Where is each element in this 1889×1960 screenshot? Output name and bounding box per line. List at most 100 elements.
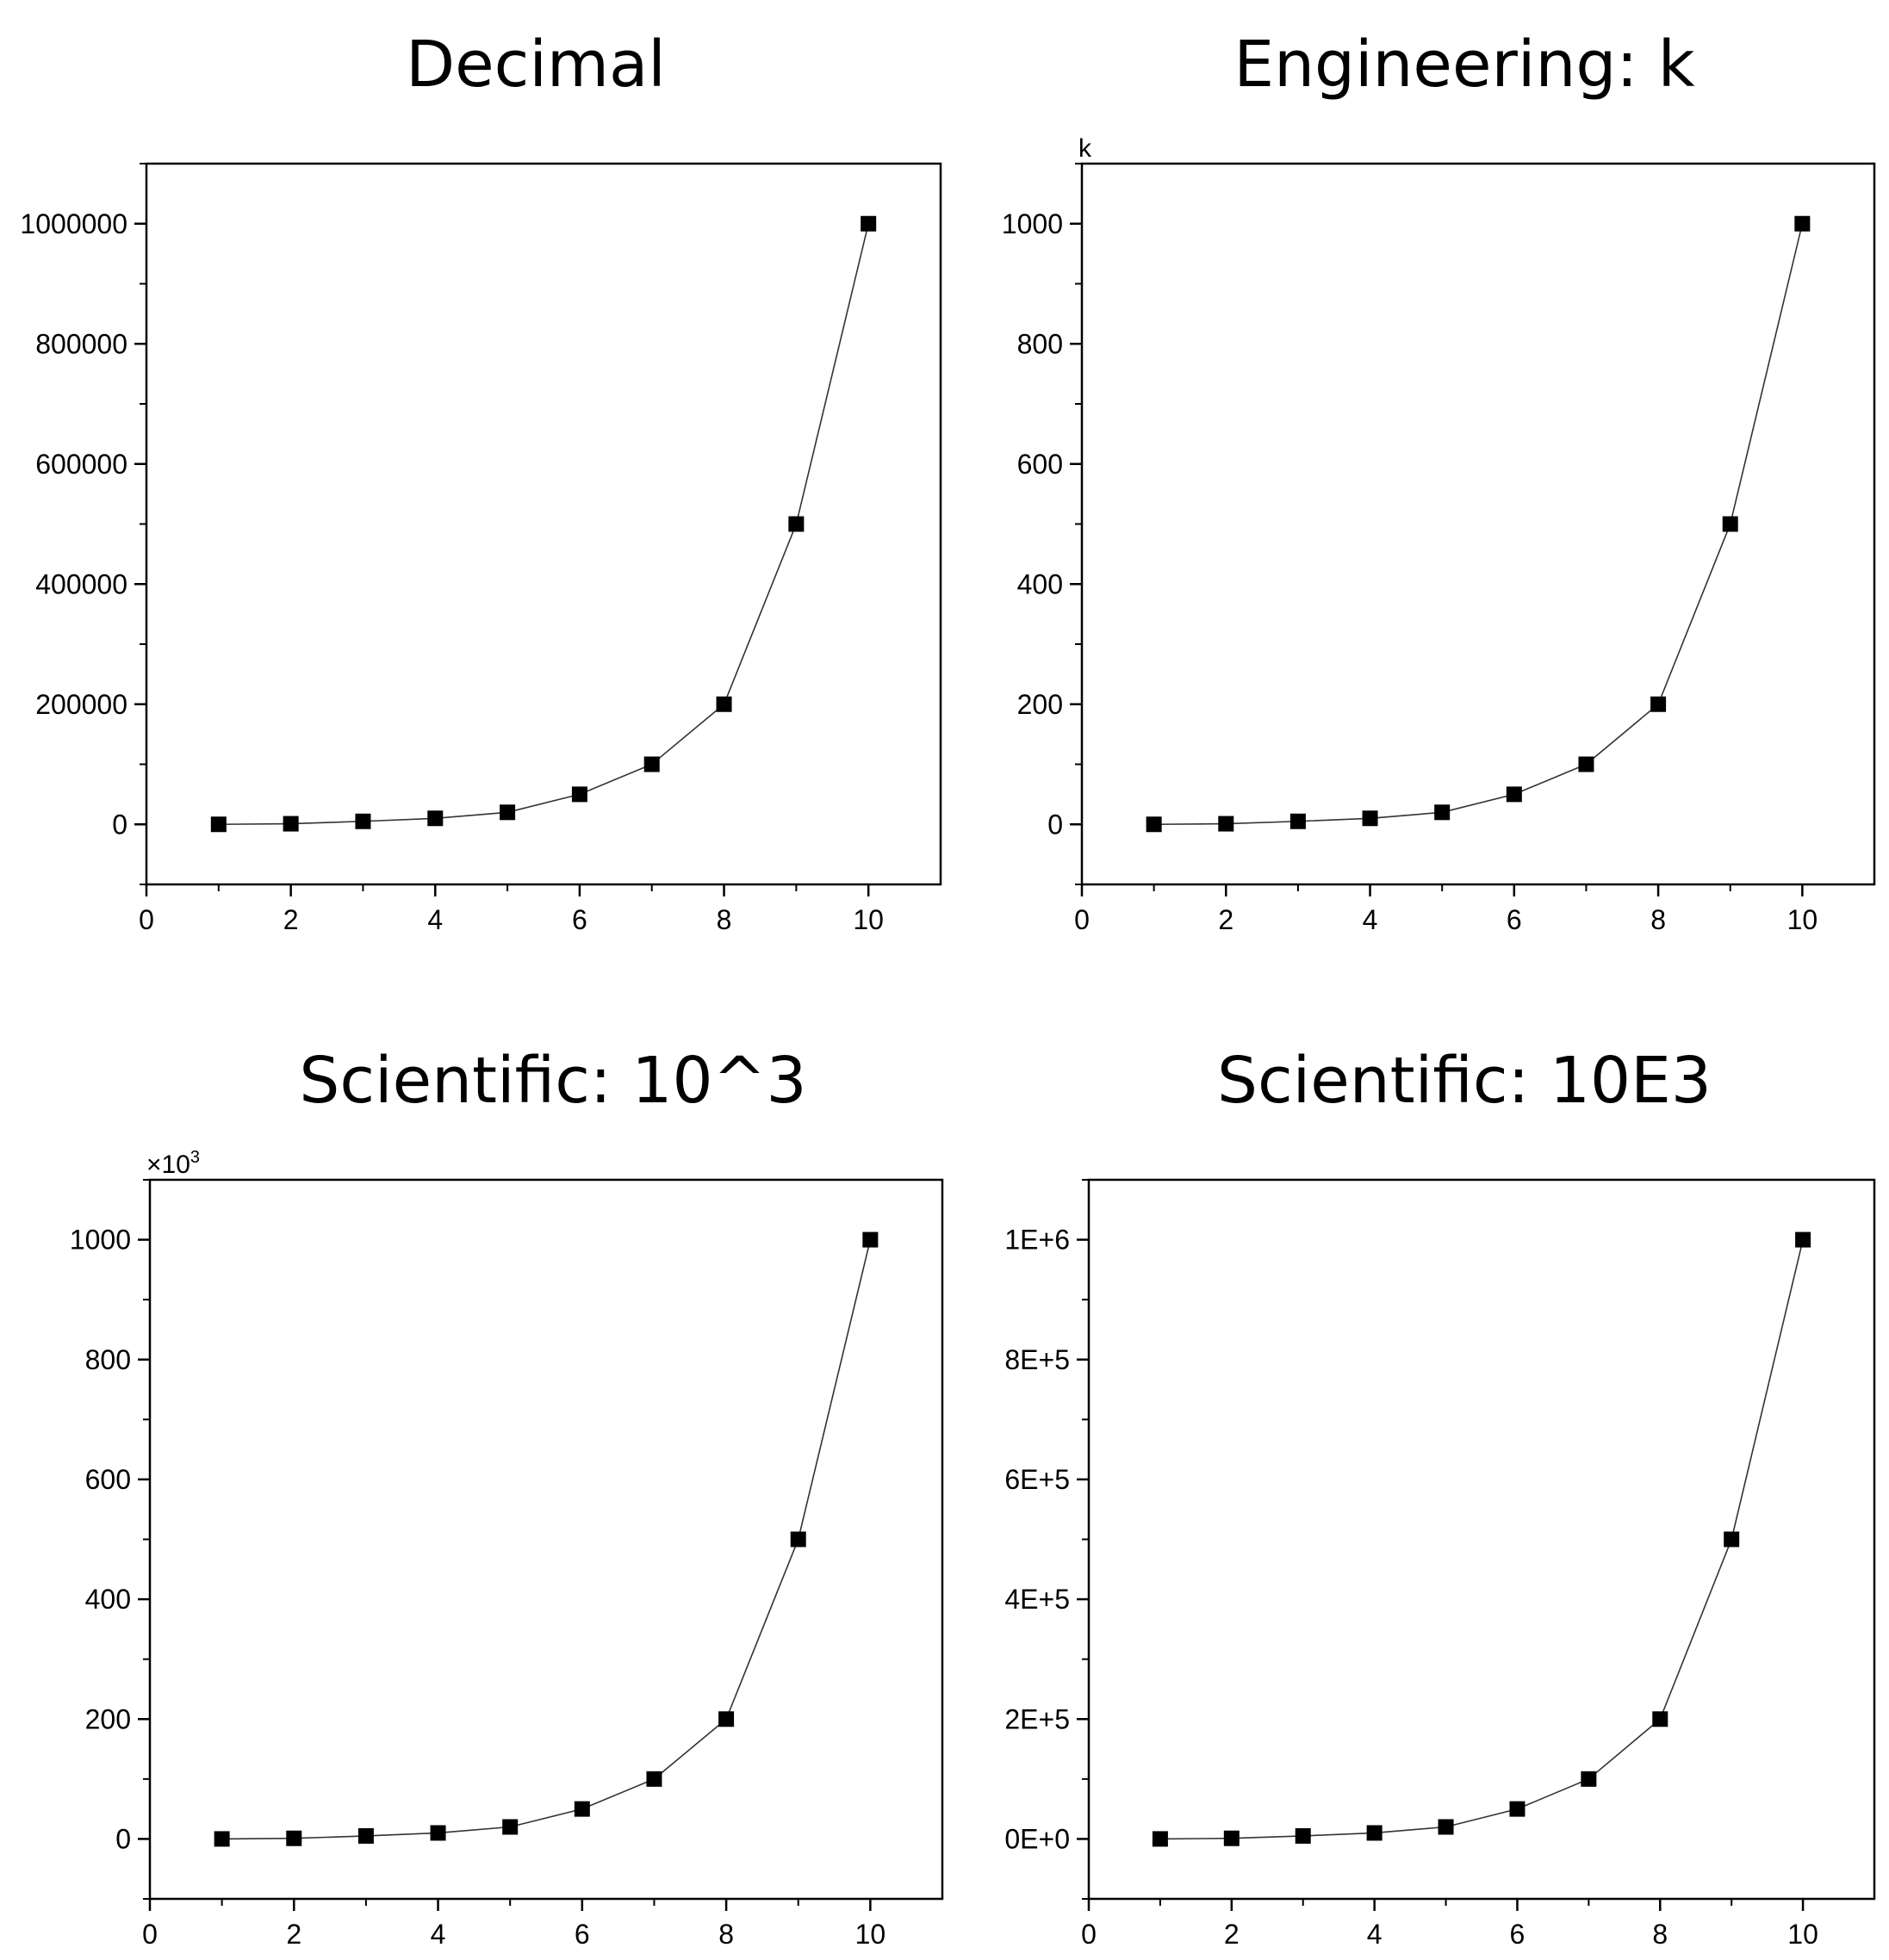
x-tick-label: 4 <box>1363 904 1378 935</box>
x-tick-label: 0 <box>142 1919 158 1950</box>
y-tick-label: 6E+5 <box>1004 1464 1070 1495</box>
data-point-marker <box>716 696 732 712</box>
y-tick-label: 200 <box>85 1703 131 1734</box>
x-tick-label: 4 <box>1367 1919 1383 1950</box>
data-point-marker <box>861 215 877 232</box>
x-tick-label: 8 <box>1650 904 1666 935</box>
y-tick-label: 0E+0 <box>1004 1823 1070 1854</box>
x-tick-label: 8 <box>718 1919 734 1950</box>
data-point-marker <box>643 756 660 772</box>
data-point-marker <box>286 1830 302 1846</box>
y-tick-label: 600000 <box>35 449 127 480</box>
x-tick-label: 6 <box>1507 904 1522 935</box>
y-tick-label: 0 <box>1047 809 1063 840</box>
data-point-marker <box>790 1531 806 1548</box>
data-point-marker <box>1152 1831 1168 1847</box>
x-tick-label: 2 <box>286 1919 301 1950</box>
data-point-marker <box>1289 813 1306 829</box>
y-tick-label: 0 <box>112 809 127 840</box>
plot-frame <box>145 162 942 886</box>
x-tick-label: 6 <box>1510 1919 1525 1950</box>
y-tick-label: 1000000 <box>20 208 127 239</box>
x-tick-label: 8 <box>717 904 732 935</box>
data-point-marker <box>788 516 805 532</box>
y-unit-exponent: 3 <box>190 1148 200 1167</box>
chart-title: Engineering: k <box>1233 28 1694 102</box>
x-tick-label: 2 <box>1224 1919 1240 1950</box>
data-point-marker <box>214 1831 230 1847</box>
y-tick-label: 800 <box>1017 328 1063 359</box>
y-tick-label: 1E+6 <box>1004 1225 1070 1256</box>
x-tick-label: 6 <box>572 904 587 935</box>
plot-frame <box>1080 162 1876 886</box>
data-point-marker <box>430 1825 446 1841</box>
x-tick-label: 10 <box>855 1919 886 1950</box>
data-point-marker <box>1795 1231 1811 1248</box>
chart-title: Scientific: 10E3 <box>1217 1044 1712 1118</box>
y-tick-label: 400000 <box>35 568 127 599</box>
y-tick-label: 200 <box>1017 689 1063 720</box>
data-point-marker <box>1434 804 1451 821</box>
x-tick-label: 4 <box>431 1919 446 1950</box>
y-tick-label: 200000 <box>35 689 127 720</box>
plot-frame <box>1087 1178 1876 1901</box>
data-point-marker <box>574 1801 590 1817</box>
x-tick-label: 10 <box>853 904 884 935</box>
chart-title: Scientific: 10^3 <box>299 1044 806 1118</box>
y-unit-base: ×10 <box>146 1151 190 1179</box>
y-tick-label: 1000 <box>1002 208 1063 239</box>
data-point-marker <box>1218 816 1234 832</box>
data-point-marker <box>1581 1771 1597 1787</box>
data-point-marker <box>646 1771 662 1787</box>
y-tick-label: 400 <box>85 1584 131 1615</box>
y-tick-label: 800000 <box>35 328 127 359</box>
y-tick-label: 1000 <box>70 1225 131 1256</box>
data-point-marker <box>1722 516 1738 532</box>
series-line <box>1153 223 1804 826</box>
x-tick-label: 8 <box>1652 1919 1668 1950</box>
plot-frame <box>148 1178 944 1901</box>
x-tick-label: 10 <box>1787 1919 1818 1950</box>
y-tick-label: 400 <box>1017 568 1063 599</box>
data-point-marker <box>1362 810 1378 827</box>
data-point-marker <box>1366 1825 1383 1841</box>
y-unit-label: ×103 <box>146 1148 200 1179</box>
y-unit-label: k <box>1078 134 1092 163</box>
data-point-marker <box>1578 756 1594 772</box>
data-point-marker <box>210 816 227 833</box>
y-tick-label: 600 <box>1017 449 1063 480</box>
panel-scientific-10e3: Scientific: 10E3 0 2 4 6 8 10 0E+0 2E+5 4E+5 6E+5 8… <box>1004 1044 1876 1950</box>
series-line <box>221 1239 872 1840</box>
data-point-marker <box>427 810 444 827</box>
y-tick-label: 600 <box>85 1464 131 1495</box>
x-tick-label: 0 <box>1074 904 1090 935</box>
y-tick-label: 8E+5 <box>1004 1344 1070 1375</box>
data-point-marker <box>1295 1827 1311 1844</box>
x-tick-label: 4 <box>427 904 443 935</box>
y-tick-label: 0 <box>115 1823 131 1854</box>
data-point-marker <box>1509 1801 1525 1817</box>
series-line <box>218 223 869 826</box>
x-tick-label: 2 <box>283 904 299 935</box>
data-point-marker <box>1506 786 1522 803</box>
data-point-marker <box>718 1711 735 1727</box>
data-point-marker <box>357 1827 374 1844</box>
y-tick-label: 4E+5 <box>1004 1584 1070 1615</box>
x-tick-label: 10 <box>1787 904 1818 935</box>
data-point-marker <box>283 816 299 832</box>
data-point-marker <box>1650 696 1667 712</box>
data-point-marker <box>862 1231 879 1248</box>
data-point-marker <box>1794 215 1811 232</box>
chart-title: Decimal <box>406 28 666 102</box>
y-tick-label: 800 <box>85 1344 131 1375</box>
x-tick-label: 0 <box>1081 1919 1097 1950</box>
data-point-marker <box>571 786 587 803</box>
data-point-marker <box>500 804 516 821</box>
data-point-marker <box>1438 1819 1454 1835</box>
panel-scientific-10-power-3: Scientific: 10^3 0 2 4 6 8 10 0 200 400 600 800 1000… <box>70 1044 944 1950</box>
x-tick-label: 0 <box>139 904 154 935</box>
data-point-marker <box>1652 1711 1668 1727</box>
x-tick-label: 6 <box>575 1919 590 1950</box>
panel-decimal: Decimal 0 2 4 6 8 10 0 200000 400000 600000 800000 1… <box>20 28 942 935</box>
